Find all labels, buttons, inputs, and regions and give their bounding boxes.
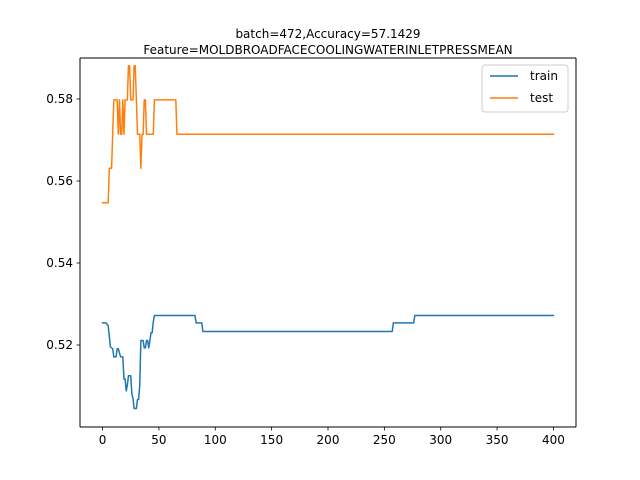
x-tick-label: 150 bbox=[260, 433, 283, 447]
series-line-train bbox=[101, 314, 555, 410]
x-tick-label: 250 bbox=[373, 433, 396, 447]
x-tick-label: 300 bbox=[429, 433, 452, 447]
y-tick-label: 0.56 bbox=[46, 174, 73, 188]
legend-label-test: test bbox=[530, 91, 553, 105]
y-tick-label: 0.52 bbox=[46, 338, 73, 352]
y-tick-label: 0.54 bbox=[46, 256, 73, 270]
series-line-test bbox=[101, 65, 555, 204]
chart-title-line-2: Feature=MOLDBROADFACECOOLINGWATERINLETPR… bbox=[143, 43, 512, 57]
chart-title-line-1: batch=472,Accuracy=57.1429 bbox=[235, 27, 420, 41]
x-tick-label: 50 bbox=[151, 433, 166, 447]
legend: train test bbox=[481, 64, 569, 113]
legend-label-train: train bbox=[530, 69, 558, 83]
x-tick-label: 350 bbox=[486, 433, 509, 447]
x-tick-label: 200 bbox=[317, 433, 340, 447]
x-tick-label: 100 bbox=[204, 433, 227, 447]
x-tick-label: 400 bbox=[542, 433, 565, 447]
y-axis-ticks: 0.52 0.54 0.56 0.58 bbox=[46, 92, 80, 352]
axes-background bbox=[80, 58, 576, 427]
series-layer bbox=[101, 65, 555, 410]
x-axis-ticks: 0 50 100 150 200 250 300 350 400 bbox=[99, 427, 565, 447]
y-tick-label: 0.58 bbox=[46, 92, 73, 106]
plot-area bbox=[80, 58, 576, 427]
x-tick-label: 0 bbox=[99, 433, 107, 447]
